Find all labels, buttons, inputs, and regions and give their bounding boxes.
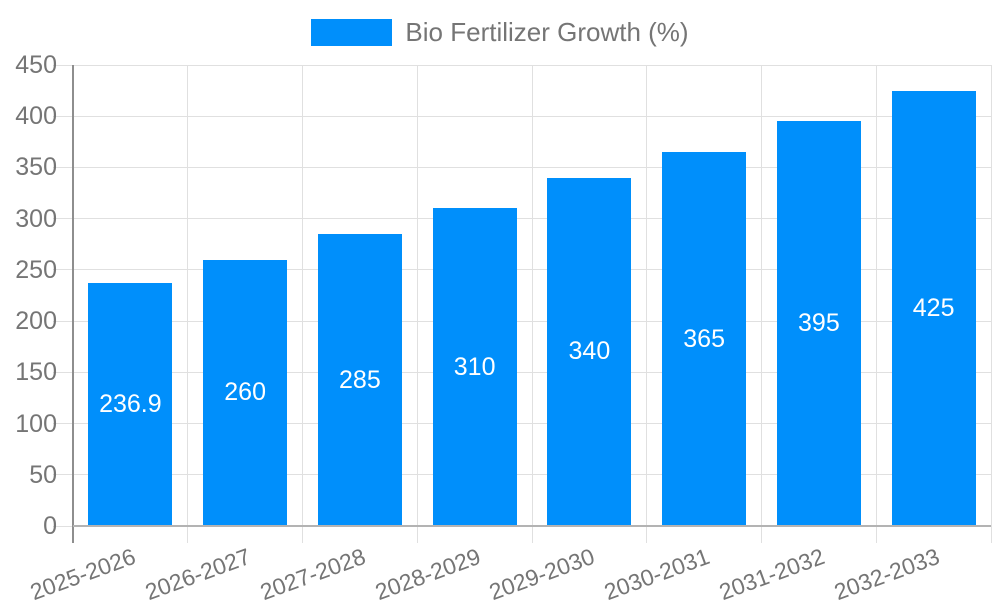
- y-axis-tick-label: 150: [15, 358, 57, 387]
- y-gridline: [53, 269, 991, 271]
- bar-2028-2029[interactable]: 310: [432, 208, 517, 526]
- y-axis-tick-label: 100: [15, 409, 57, 438]
- bar-value-label: 310: [453, 352, 496, 381]
- x-axis-tick-label: 2031-2032: [715, 543, 828, 600]
- bar-2026-2027[interactable]: 260: [203, 259, 288, 526]
- bar-2031-2032[interactable]: 395: [776, 121, 861, 526]
- x-gridline: [416, 65, 418, 543]
- legend-label: Bio Fertilizer Growth (%): [405, 17, 689, 47]
- x-axis-tick-label: 2027-2028: [256, 543, 369, 600]
- legend-item[interactable]: Bio Fertilizer Growth (%): [0, 17, 1000, 48]
- y-axis-tick-label: 450: [15, 51, 57, 79]
- y-gridline: [53, 115, 991, 117]
- x-gridline: [761, 65, 762, 543]
- bar-value-label: 395: [798, 309, 840, 338]
- x-axis-tick-label: 2029-2030: [486, 543, 599, 600]
- bar-value-label: 340: [568, 337, 611, 366]
- x-gridline: [187, 65, 189, 543]
- bar-value-label: 425: [912, 293, 955, 322]
- y-gridline: [53, 64, 991, 66]
- y-gridline: [53, 166, 991, 168]
- y-gridline: [53, 320, 991, 322]
- bar-2030-2031[interactable]: 365: [662, 152, 747, 526]
- y-axis-tick-label: 250: [15, 255, 57, 284]
- bar-value-label: 285: [339, 365, 381, 394]
- y-gridline: [53, 423, 991, 425]
- y-gridline: [53, 474, 991, 476]
- x-gridline: [302, 65, 303, 543]
- x-gridline: [646, 65, 648, 543]
- x-axis-tick-label: 2028-2029: [371, 543, 484, 600]
- x-axis-tick-label: 2032-2033: [830, 543, 943, 600]
- y-gridline: [53, 371, 991, 373]
- y-axis-tick-label: 400: [15, 102, 57, 131]
- x-gridline: [531, 65, 533, 543]
- x-axis-line: [73, 525, 991, 527]
- legend-swatch-icon: [311, 19, 393, 46]
- x-gridline: [875, 65, 877, 543]
- x-gridline: [990, 65, 992, 543]
- x-axis-tick-label: 2026-2027: [141, 543, 255, 600]
- y-gridline: [53, 218, 991, 220]
- y-axis-tick-label: 200: [15, 307, 57, 336]
- bar-value-label: 236.9: [99, 390, 162, 419]
- x-axis-tick-label: 2025-2026: [27, 543, 140, 600]
- bar-2032-2033[interactable]: 425: [891, 90, 976, 526]
- bar-value-label: 260: [224, 378, 266, 407]
- x-axis-tick-label: 2030-2031: [600, 543, 714, 600]
- y-axis-line: [72, 65, 74, 543]
- y-axis-tick-label: 50: [29, 460, 57, 489]
- bar-2027-2028[interactable]: 285: [317, 234, 402, 526]
- y-axis-tick-label: 0: [43, 512, 57, 540]
- bar-2029-2030[interactable]: 340: [547, 177, 632, 526]
- bar-2025-2026[interactable]: 236.9: [88, 283, 173, 526]
- bar-value-label: 365: [683, 324, 725, 353]
- y-axis-tick-label: 300: [15, 204, 57, 233]
- y-axis-tick-label: 350: [15, 153, 57, 182]
